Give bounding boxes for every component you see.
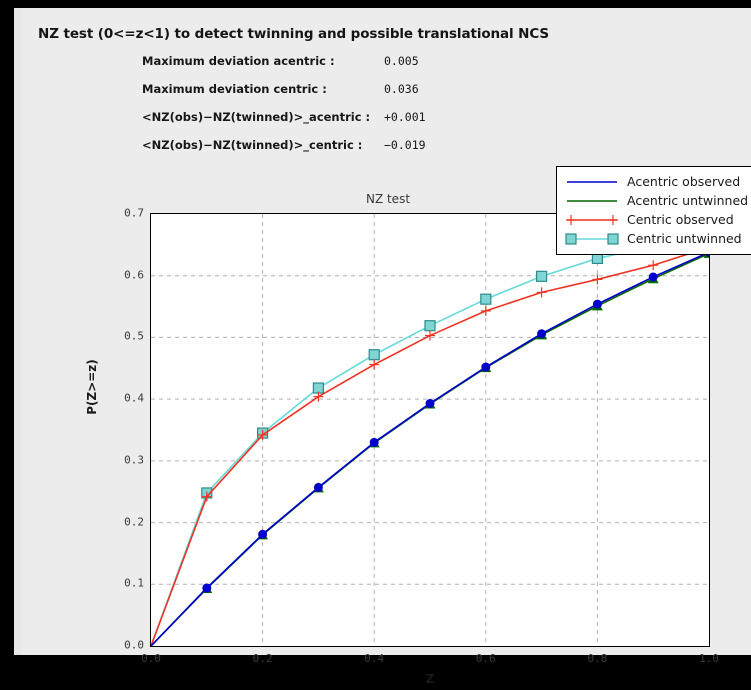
y-tick-label: 0.4	[124, 391, 144, 405]
stat-label: <NZ(obs)−NZ(twinned)>_acentric :	[142, 110, 371, 124]
chart-legend: Acentric observed Acentric untwinned Centr…	[556, 166, 751, 255]
x-axis-label: Z	[425, 672, 435, 686]
x-tick-label: 1.0	[699, 652, 719, 665]
series-acentric-observed	[151, 247, 709, 646]
y-axis-ticks: 0.0 0.1 0.2 0.3 0.4 0.5 0.6 0.7	[94, 207, 144, 652]
legend-swatch-icon	[563, 174, 621, 190]
legend-item[interactable]: Centric observed	[563, 210, 751, 229]
y-tick-label: 0.7	[124, 206, 144, 220]
series-acentric-untwinned	[151, 247, 709, 646]
legend-item[interactable]: Acentric observed	[563, 172, 751, 191]
x-tick-label: 0.4	[364, 652, 385, 665]
stat-label: Maximum deviation centric :	[142, 82, 327, 96]
plot-area	[150, 213, 710, 647]
chart-title: NZ test	[365, 192, 411, 206]
legend-swatch-icon	[563, 212, 621, 228]
x-axis-ticks: 0.0 0.2 0.4 0.6 0.8 1.0	[141, 652, 719, 672]
chart-canvas	[151, 214, 709, 646]
x-tick-label: 0.8	[587, 652, 608, 665]
stat-value: −0.019	[384, 138, 426, 152]
y-tick-label: 0.5	[124, 329, 144, 343]
app-panel: NZ test (0<=z<1) to detect twinning and …	[14, 8, 751, 686]
app-panel-inner: NZ test (0<=z<1) to detect twinning and …	[22, 8, 751, 686]
legend-item[interactable]: Acentric untwinned	[563, 191, 751, 210]
x-tick-label: 0.6	[475, 652, 496, 665]
y-tick-label: 0.3	[124, 453, 144, 467]
stat-label: <NZ(obs)−NZ(twinned)>_centric :	[142, 138, 363, 152]
legend-label: Centric observed	[627, 212, 734, 227]
legend-label: Centric untwinned	[627, 231, 742, 246]
y-tick-label: 0.2	[124, 515, 144, 529]
legend-label: Acentric untwinned	[627, 193, 749, 208]
legend-swatch-icon	[563, 231, 621, 247]
legend-label: Acentric observed	[627, 174, 741, 189]
x-tick-label: 0.0	[141, 652, 161, 665]
legend-swatch-icon	[563, 193, 621, 209]
stat-label: Maximum deviation acentric :	[142, 54, 335, 68]
page-title: NZ test (0<=z<1) to detect twinning and …	[38, 26, 550, 42]
legend-item[interactable]: Centric untwinned	[563, 229, 751, 248]
stat-value: 0.036	[384, 82, 419, 96]
y-tick-label: 0.0	[124, 638, 144, 652]
stat-value: 0.005	[384, 54, 419, 68]
y-tick-label: 0.1	[124, 576, 144, 590]
stat-value: +0.001	[384, 110, 426, 124]
series-centric-observed	[151, 242, 709, 646]
x-tick-label: 0.2	[252, 652, 273, 665]
y-tick-label: 0.6	[124, 268, 144, 282]
